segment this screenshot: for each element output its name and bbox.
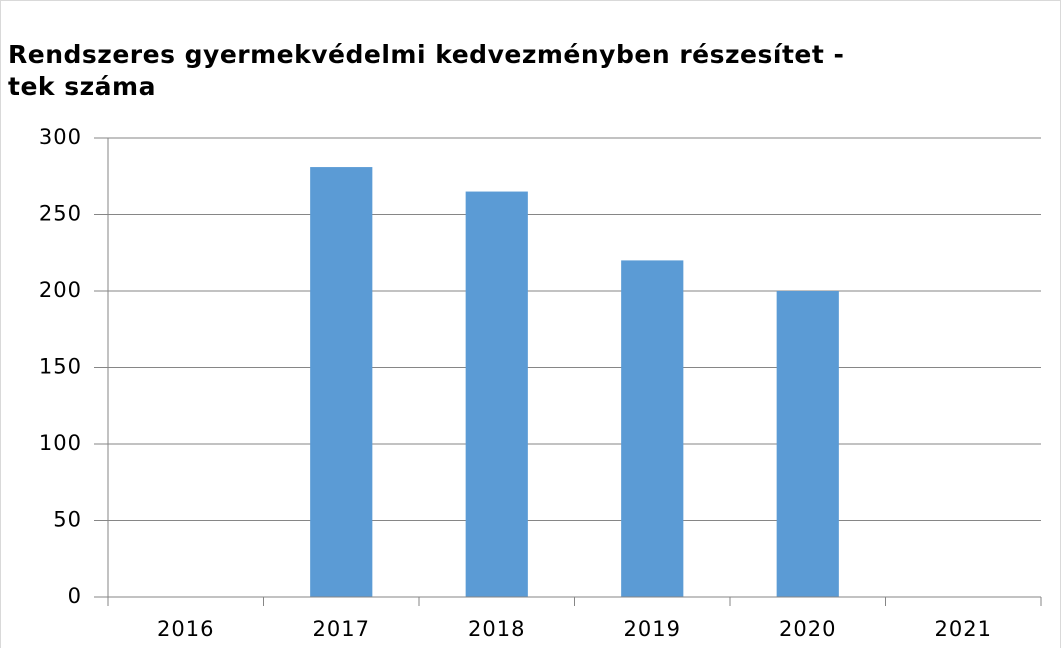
y-tick-label: 100 (39, 431, 82, 455)
x-tick-label: 2019 (624, 617, 681, 641)
y-tick-label: 200 (39, 278, 82, 302)
x-tick-label: 2016 (157, 617, 214, 641)
y-tick-label: 250 (39, 202, 82, 226)
x-tick-label: 2021 (935, 617, 992, 641)
y-tick-label: 150 (39, 355, 82, 379)
chart-title: Rendszeres gyermekvédelmi kedvezményben … (8, 40, 844, 69)
x-tick-label: 2017 (313, 617, 370, 641)
bar (776, 291, 839, 597)
bar (621, 260, 684, 597)
bar (465, 191, 528, 598)
y-tick-label: 300 (39, 125, 82, 149)
bar (310, 167, 373, 597)
x-tick-label: 2020 (779, 617, 836, 641)
y-tick-label: 50 (53, 508, 82, 532)
y-tick-label: 0 (68, 584, 82, 608)
x-tick-label: 2018 (468, 617, 525, 641)
chart-title: tek száma (8, 72, 156, 101)
